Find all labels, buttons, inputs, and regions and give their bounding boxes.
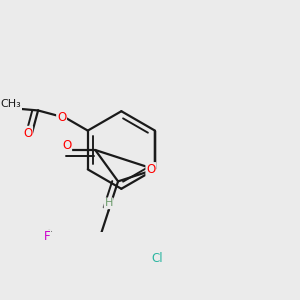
Text: O: O <box>146 163 155 176</box>
Text: O: O <box>57 111 66 124</box>
Text: Cl: Cl <box>151 252 163 265</box>
Text: H: H <box>104 198 113 208</box>
Text: CH₃: CH₃ <box>0 99 21 109</box>
Text: O: O <box>62 140 71 152</box>
Text: O: O <box>23 127 32 140</box>
Text: F: F <box>44 230 50 243</box>
